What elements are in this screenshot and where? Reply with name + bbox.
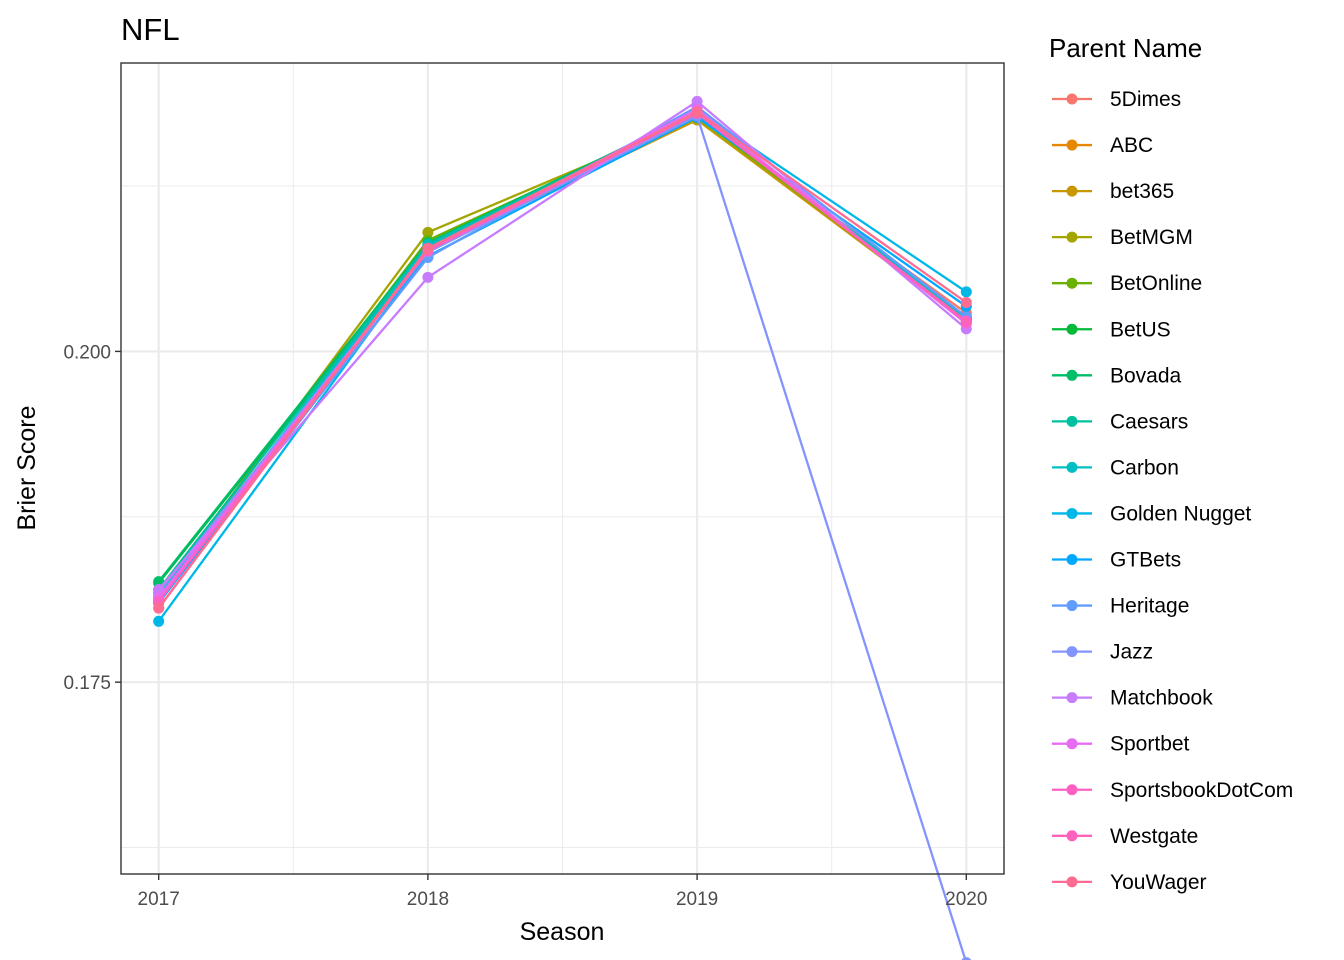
series-line: [157, 114, 967, 960]
legend-key-point: [1066, 646, 1078, 658]
x-tick-label: 2017: [138, 889, 180, 910]
legend-label: 5Dimes: [1110, 88, 1181, 111]
data-point: [422, 271, 434, 283]
y-tick-label: 0.200: [63, 342, 111, 363]
data-point: [960, 315, 972, 327]
y-axis-title: Brier Score: [13, 405, 41, 530]
series-youwager: [153, 106, 972, 614]
legend-label: Matchbook: [1110, 687, 1213, 710]
legend-key-point: [1066, 185, 1078, 197]
data-point: [960, 296, 972, 308]
legend-label: BetMGM: [1110, 226, 1193, 249]
legend-label: Bovada: [1110, 364, 1182, 387]
legend-item: YouWager: [1052, 871, 1207, 894]
legend-key-point: [1066, 277, 1078, 289]
plot-panel-border: [120, 62, 1005, 875]
legend-key-point: [1066, 93, 1078, 105]
legend-key-point: [1066, 600, 1078, 612]
legend-key-point: [1066, 231, 1078, 243]
data-point: [422, 242, 434, 254]
x-tick-label: 2020: [945, 889, 987, 910]
legend-label: GTBets: [1110, 549, 1181, 572]
data-point: [960, 286, 972, 298]
series-line: [157, 110, 967, 609]
legend-label: Heritage: [1110, 595, 1189, 618]
legend-label: Sportbet: [1110, 733, 1190, 756]
chart-title: NFL: [121, 12, 180, 47]
legend-label: Carbon: [1110, 456, 1179, 479]
legend-label: Golden Nugget: [1110, 502, 1251, 525]
major-gridlines: [121, 63, 1004, 874]
legend-key-point: [1066, 738, 1078, 750]
x-axis-title: Season: [520, 918, 605, 946]
legend-item: Matchbook: [1052, 687, 1213, 710]
data-point: [691, 95, 703, 107]
legend-item: Golden Nugget: [1052, 502, 1251, 525]
legend-label: BetOnline: [1110, 272, 1202, 295]
legend-item: Bovada: [1052, 364, 1182, 387]
legend-key-point: [1066, 139, 1078, 151]
series-layer: [153, 95, 972, 960]
legend-item: Carbon: [1052, 456, 1179, 479]
legend-item: 5Dimes: [1052, 88, 1181, 111]
legend-item: bet365: [1052, 180, 1174, 203]
data-point: [153, 602, 165, 614]
legend-key-point: [1066, 415, 1078, 427]
x-tick-label: 2019: [676, 889, 718, 910]
y-axis: 0.175 0.200: [63, 342, 121, 694]
legend-label: Westgate: [1110, 825, 1198, 848]
legend-item: Westgate: [1052, 825, 1198, 848]
legend-label: YouWager: [1110, 871, 1207, 894]
legend-label: Caesars: [1110, 410, 1188, 433]
legend-key-point: [1066, 784, 1078, 796]
legend-label: BetUS: [1110, 318, 1171, 341]
legend-label: ABC: [1110, 134, 1153, 157]
legend-key-point: [1066, 692, 1078, 704]
data-point: [961, 957, 972, 960]
legend-label: SportsbookDotCom: [1110, 779, 1293, 802]
legend-title: Parent Name: [1049, 33, 1202, 63]
legend-item: BetMGM: [1052, 226, 1193, 249]
legend-item: BetUS: [1052, 318, 1171, 341]
legend-key-point: [1066, 554, 1078, 565]
legend-item: BetOnline: [1052, 272, 1202, 295]
legend-key-point: [1066, 323, 1078, 335]
data-point: [691, 106, 703, 118]
legend-item: SportsbookDotCom: [1052, 779, 1293, 802]
legend-key-point: [1066, 876, 1078, 888]
legend-key-point: [1066, 830, 1078, 842]
legend-item: Sportbet: [1052, 733, 1190, 756]
legend-item: Heritage: [1052, 595, 1189, 618]
legend-item: Jazz: [1052, 641, 1153, 664]
legend-item: Caesars: [1052, 410, 1188, 433]
legend-key-point: [1066, 369, 1078, 381]
legend-item: ABC: [1052, 134, 1153, 157]
data-point: [153, 615, 165, 627]
legend-label: Jazz: [1110, 641, 1153, 664]
legend-item: GTBets: [1052, 549, 1181, 572]
legend-key-point: [1066, 461, 1078, 473]
legend: 5Dimes ABC bet365 BetMGM BetOnline BetUS Bovad…: [1052, 88, 1293, 894]
data-point: [422, 226, 434, 238]
y-tick-label: 0.175: [63, 673, 111, 694]
legend-key-point: [1066, 507, 1078, 519]
x-axis: 2017 2018 2019 2020: [138, 874, 987, 910]
legend-label: bet365: [1110, 180, 1174, 203]
x-tick-label: 2018: [407, 889, 449, 910]
